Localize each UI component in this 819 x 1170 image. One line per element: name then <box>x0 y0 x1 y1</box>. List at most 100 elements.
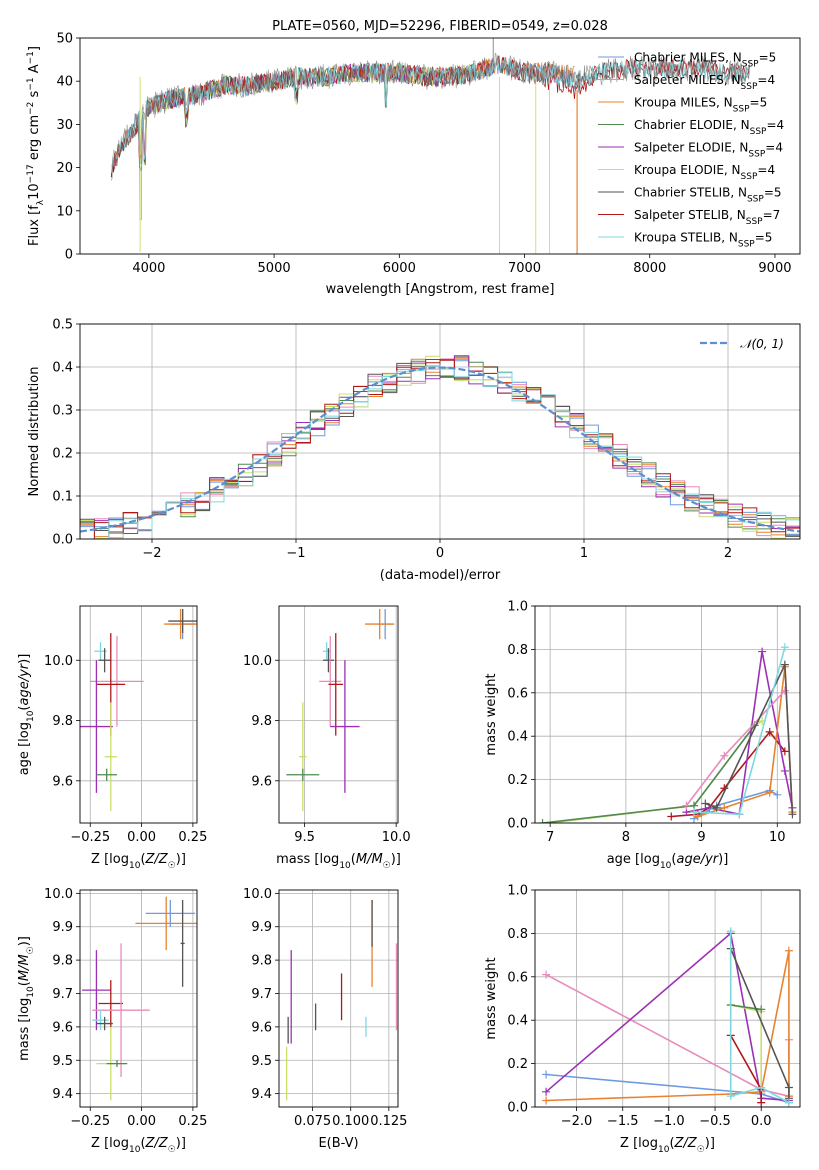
legend-label-chabrier_stelib: Chabrier STELIB, NSSP=5 <box>634 186 782 205</box>
y-tick-label: 0.4 <box>52 361 73 376</box>
mass-weight-vs-metallicity-panel: −2.0 −1.5 −1.0 −0.5 0.0 0.0 0.2 0.4 0.6 0.8 1.0 Z [… <box>484 884 801 1155</box>
x-tick-label: 0.075 <box>294 1114 331 1129</box>
error-point-chabrier_stelib <box>96 1016 113 1031</box>
y-tick-label: 0.6 <box>507 686 528 701</box>
weight-marker <box>546 819 555 823</box>
error-point-salpeter_elodie <box>330 660 360 793</box>
y-tick-label: 10.0 <box>44 654 73 669</box>
weight-marker <box>773 790 782 799</box>
axes-frame <box>278 889 399 1108</box>
error-point-chabrier_stelib <box>322 648 334 673</box>
weight-marker <box>690 808 698 817</box>
histogram-kroupa_stelib <box>80 365 800 539</box>
y-tick-label: 0.2 <box>52 447 73 462</box>
x-tick-label: −1 <box>286 546 305 561</box>
y-tick-label: 9.4 <box>251 1087 272 1102</box>
x-tick-label: −1.0 <box>653 1114 685 1129</box>
chart-title: PLATE=0560, MJD=52296, FIBERID=0549, z=0… <box>272 19 608 34</box>
x-tick-label: 0.25 <box>178 1114 207 1129</box>
histogram-salpeter_stelib <box>80 359 800 539</box>
y-tick-label: 0.6 <box>507 970 528 985</box>
plot-area <box>285 900 398 1101</box>
legend-label-salpeter_stelib: Salpeter STELIB, NSSP=7 <box>634 208 780 227</box>
axes-frame <box>79 37 801 255</box>
weight-line <box>705 664 794 815</box>
error-point-chabrier_stelib <box>98 648 111 673</box>
x-tick-label: 9 <box>697 830 705 845</box>
observed-spectrum-line <box>111 52 751 220</box>
x-tick-label: 6000 <box>383 261 416 276</box>
y-tick-label: 0.2 <box>507 1057 528 1072</box>
plot-area <box>538 643 797 823</box>
y-tick-label: 9.8 <box>251 714 272 729</box>
y-tick-label: 0.0 <box>507 817 528 832</box>
x-tick-label: 0.125 <box>370 1114 407 1129</box>
mass-vs-metallicity-panel: −0.25 0.00 0.25 9.4 9.5 9.6 9.7 9.8 9.9 10.0 Z [lo… <box>17 887 207 1155</box>
weight-marker <box>720 803 729 812</box>
error-point-kroupa_stelib <box>92 1010 109 1031</box>
x-tick-label: 0 <box>436 546 444 561</box>
ticks: 7 8 9 10 0.0 0.2 0.4 0.6 0.8 1.0 <box>507 600 785 846</box>
legend-label-normal: 𝒩(0, 1) <box>740 337 784 351</box>
weight-marker <box>542 1070 551 1079</box>
age-vs-metallicity-panel: −0.25 0.00 0.25 9.6 9.8 10.0 Z [log10(Z/Z☉)] ag… <box>17 605 207 871</box>
x-tick-label: 10 <box>769 830 786 845</box>
weight-marker <box>757 1098 766 1107</box>
normal-reference-curve <box>80 366 800 533</box>
legend: Chabrier MILES, NSSP=5 Salpeter MILES, NS… <box>598 51 784 250</box>
legend-label-salpeter_miles: Salpeter MILES, NSSP=4 <box>634 73 775 92</box>
y-tick-label: 0.4 <box>507 730 528 745</box>
weight-marker <box>712 803 721 812</box>
error-point-salpeter_elodie <box>82 950 111 1031</box>
y-axis-label: mass weight <box>484 673 499 755</box>
weight-line <box>545 931 789 1102</box>
y-tick-label: 40 <box>56 75 73 90</box>
y-tick-label: 9.8 <box>251 954 272 969</box>
error-point-kroupa_miles <box>164 609 197 640</box>
y-tick-label: 0.8 <box>507 643 528 658</box>
age-vs-mass-panel: 9.5 10.0 9.6 9.8 10.0 mass [log10(M/M☉)] <box>243 605 411 871</box>
error-point-salpeter_stelib <box>98 980 124 1027</box>
y-tick-label: 0.1 <box>52 490 73 505</box>
y-tick-label: 0 <box>65 248 73 263</box>
plot-area <box>80 609 197 811</box>
error-point-kroupa_miles <box>135 896 197 951</box>
weight-marker <box>542 1087 551 1096</box>
y-tick-label: 9.5 <box>251 1054 272 1069</box>
x-tick-label: 0.25 <box>178 830 207 845</box>
y-tick-label: 1.0 <box>507 884 528 899</box>
spectrum-panel: 4000 5000 6000 7000 8000 9000 0 10 20 30 40 50 PLATE… <box>26 19 801 297</box>
weight-marker <box>780 643 789 652</box>
x-tick-label: 10.0 <box>382 830 411 845</box>
weight-line <box>686 651 794 816</box>
x-tick-label: 9.5 <box>294 830 315 845</box>
x-tick-label: −0.25 <box>70 830 110 845</box>
axes-frame <box>79 323 801 540</box>
weight-marker <box>538 819 547 823</box>
x-axis-label: Z [log10(Z/Z☉)] <box>91 1136 186 1155</box>
weight-series-chabrier_stelib <box>701 660 797 819</box>
y-tick-label: 9.6 <box>52 774 73 789</box>
y-tick-label: 0.5 <box>52 318 73 333</box>
y-tick-label: 0.3 <box>52 404 73 419</box>
error-point-salpeter_miles <box>319 636 342 727</box>
plot-area <box>286 609 395 811</box>
weight-marker <box>757 1005 766 1014</box>
weight-series-kroupa_stelib <box>690 643 789 819</box>
y-tick-label: 9.9 <box>251 920 272 935</box>
error-point-salpeter_miles <box>90 636 144 727</box>
x-tick-label: 8 <box>622 830 630 845</box>
weight-marker <box>780 747 789 756</box>
legend-label-kroupa_miles: Kroupa MILES, NSSP=5 <box>634 96 767 115</box>
weight-marker <box>758 647 767 656</box>
y-tick-label: 10.0 <box>243 887 272 902</box>
ticks: −2.0 −1.5 −1.0 −0.5 0.0 0.0 0.2 0.4 0.6 0.8 1.0 <box>507 884 771 1130</box>
x-axis-label: Z [log10(Z/Z☉)] <box>91 852 186 871</box>
ticks: 4000 5000 6000 7000 8000 9000 0 10 20 30 40 50 <box>56 32 791 277</box>
weight-marker <box>682 801 691 810</box>
weight-marker <box>765 788 774 797</box>
y-tick-label: 9.9 <box>52 920 73 935</box>
axes-frame <box>278 605 399 824</box>
weight-marker <box>788 810 797 819</box>
